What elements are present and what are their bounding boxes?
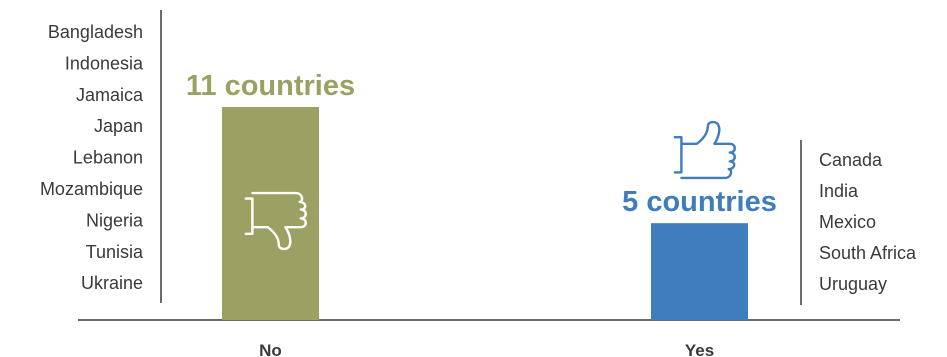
country-label: Lebanon <box>73 148 143 168</box>
bar-value-label-yes: 5 countries <box>622 186 777 218</box>
x-tick-label-yes: Yes <box>685 341 714 357</box>
thumbs-down-icon <box>244 191 307 251</box>
thumbs-up-icon <box>673 120 736 180</box>
country-label: Indonesia <box>65 53 144 73</box>
country-label: Ukraine <box>81 273 143 293</box>
country-label: India <box>819 181 859 201</box>
bar-value-label-no: 11 countries <box>186 70 355 102</box>
country-label: Mexico <box>819 212 876 232</box>
country-label: Japan <box>94 116 143 136</box>
country-label: Nigeria <box>86 210 144 230</box>
country-label: Jamaica <box>76 85 144 105</box>
country-label: Tunisia <box>86 242 144 262</box>
bar-no <box>222 107 319 320</box>
bar-yes <box>651 223 748 320</box>
country-label: Uruguay <box>819 274 887 294</box>
country-label: Canada <box>819 150 883 170</box>
x-tick-label-no: No <box>259 341 282 357</box>
country-label: South Africa <box>819 243 917 263</box>
country-label: Mozambique <box>40 179 143 199</box>
country-label: Bangladesh <box>48 22 143 42</box>
